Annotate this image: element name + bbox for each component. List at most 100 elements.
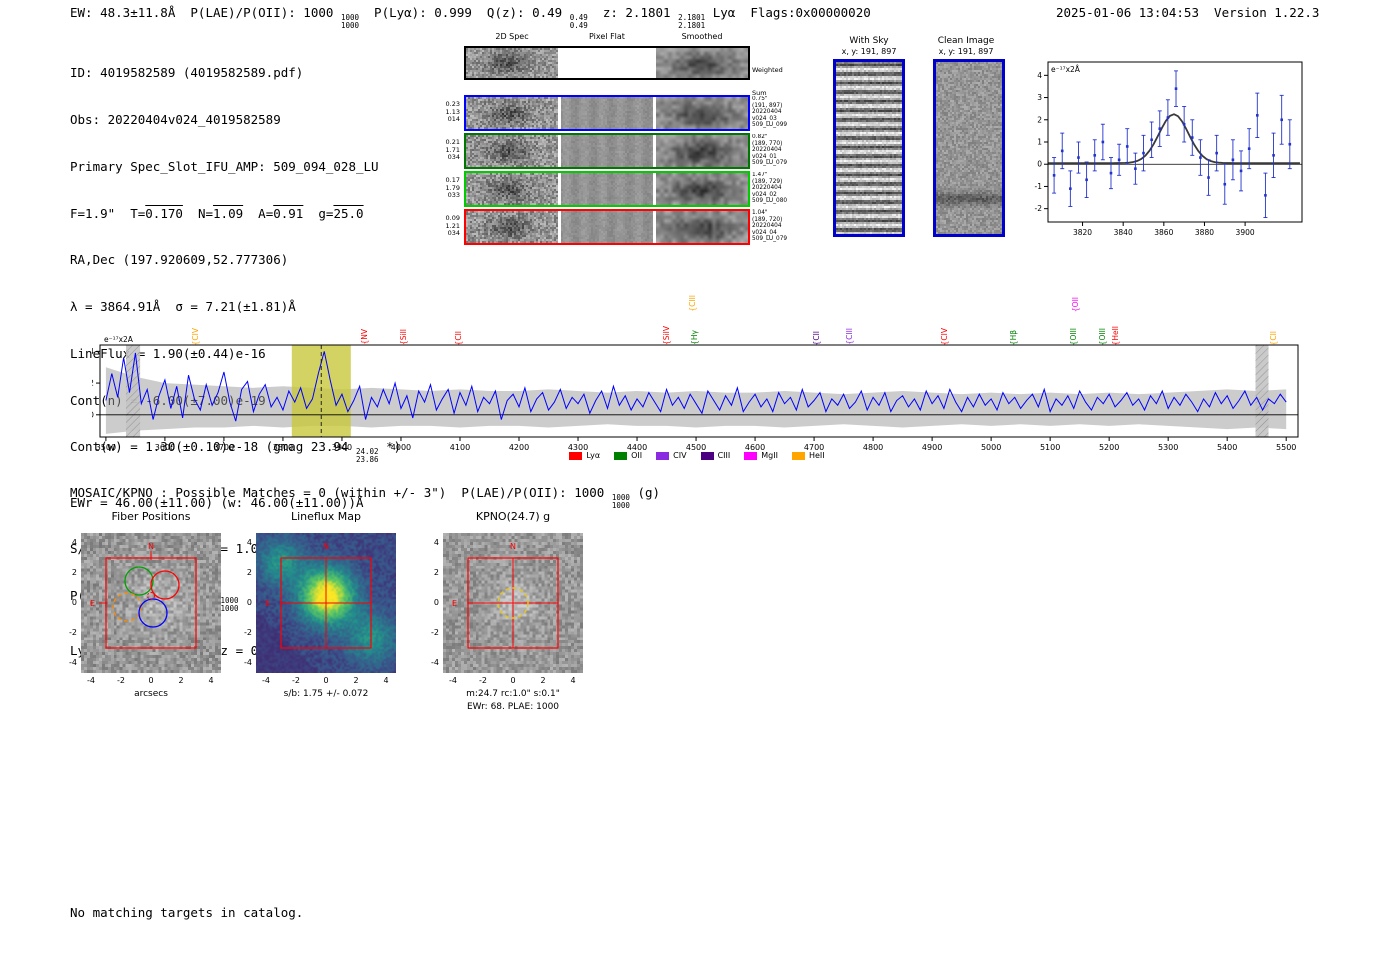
full-spectrum-plot: 3500 3600 3700 3800 3900 4000 4100 4200 4300 4400…	[92, 336, 1299, 452]
z-fraction: 2.1801 2.1801	[678, 13, 706, 30]
spec2d-row-left-stats: 0.09 1.21 034	[445, 214, 460, 237]
spec2d-pixelflat-image	[561, 97, 653, 129]
x-axis-tick-label: 4500	[686, 443, 706, 452]
data-point	[1239, 169, 1243, 173]
flux-units-annotation: e⁻¹⁷x2Å	[104, 336, 134, 344]
withsky-xy: x, y: 191, 897	[841, 47, 897, 56]
spec2d-col-header-pixelflat: Pixel Flat	[589, 32, 625, 41]
lineflux-map-overlay: N E	[265, 542, 372, 649]
x-axis-tick-label: 3860	[1154, 228, 1173, 237]
spec2d-pixelflat-image	[561, 211, 653, 243]
y-axis-tick-label: 3	[1037, 93, 1042, 102]
data-point	[1288, 142, 1292, 146]
cutout-x-tick-label: -2	[479, 676, 487, 685]
kpno-title: KPNO(24.7) g	[475, 510, 551, 523]
spec2d-pixelflat-image	[561, 135, 653, 167]
header-datetime-version: 2025-01-06 13:04:53 Version 1.22.3	[1056, 5, 1320, 20]
data-point	[1117, 158, 1121, 162]
legend-item: MgII	[744, 451, 778, 460]
data-point	[1199, 156, 1202, 159]
data-point	[1182, 122, 1186, 126]
emission-line-label: {Hγ	[690, 330, 700, 345]
clean-image	[936, 62, 1002, 234]
spec2d-smoothed-image	[656, 211, 748, 243]
legend-swatch	[700, 451, 714, 460]
data-point	[1109, 171, 1113, 175]
spec2d-row-left-stats: 0.17 1.79 033	[445, 176, 460, 199]
detection-center-circle	[147, 592, 155, 600]
spec2d-weighted-blank	[561, 48, 653, 78]
footer-no-match: No matching targets in catalog.	[70, 905, 304, 921]
cutout-x-tick-label: 2	[178, 676, 184, 685]
cutout-x-tick-label: 4	[570, 676, 576, 685]
compass-east-label: E	[90, 599, 95, 608]
legend-label: CIV	[673, 451, 687, 460]
cutout-y-tick-label: -2	[69, 628, 77, 637]
legend-item: CIV	[656, 451, 687, 460]
withsky-image	[836, 62, 902, 234]
gaussian-fit-curve	[1048, 113, 1300, 165]
emission-line-label: {CIII	[687, 295, 697, 312]
legend-item: HeII	[791, 451, 825, 460]
info-id: ID: 4019582589 (4019582589.pdf)	[70, 65, 304, 81]
x-axis-tick-label: 3600	[155, 443, 175, 452]
cutout-x-tick-label: 4	[383, 676, 389, 685]
cutout-y-tick-label: -4	[431, 658, 439, 667]
emission-line-label: {CII	[812, 330, 822, 345]
cutout-x-tick-label: 0	[148, 676, 154, 685]
compass-north-label: N	[148, 542, 154, 551]
header-summary: EW: 48.3±11.8Å P(LAE)/P(OII): 1000 1000 1…	[70, 5, 871, 30]
cutout-x-tick-label: -4	[87, 676, 95, 685]
y-axis-tick-label: 4	[1037, 71, 1042, 80]
data-point	[1264, 194, 1267, 197]
x-axis-tick-label: 5100	[1040, 443, 1060, 452]
spec2d-fiber-row	[464, 133, 750, 169]
legend-swatch	[744, 451, 758, 460]
cutout-x-tick-label: -2	[117, 676, 125, 685]
line-fit-plot: 3820 3840 3860 3880 3900 -2 -1 0 1 2 3 4 e⁻¹⁷x2Å	[1035, 61, 1303, 237]
data-point	[1060, 149, 1064, 153]
withsky-image-frame	[833, 59, 905, 237]
spec2d-row-fiber-id: 1.04" (189, 720) 20220404 v024_04 509_LU_079	[752, 210, 788, 243]
spec2d-fiber-row	[464, 209, 750, 245]
data-point	[1207, 176, 1210, 179]
legend-label: CIII	[717, 451, 731, 460]
spec2d-weighted-label: Weighted Sum	[752, 66, 783, 97]
data-point	[1223, 182, 1227, 186]
x-axis-tick-label: 4400	[627, 443, 647, 452]
cutout-y-tick-label: 0	[71, 598, 77, 607]
info-obs: Obs: 20220404v024_4019582589	[70, 111, 281, 127]
x-axis-tick-label: 4100	[450, 443, 470, 452]
clean-image-frame	[933, 59, 1005, 237]
cutout-x-tick-label: 2	[540, 676, 546, 685]
clean-xy: x, y: 191, 897	[938, 47, 994, 56]
emission-line-label: {CII	[453, 330, 463, 345]
x-axis-tick-label: 3500	[96, 443, 116, 452]
data-point	[1272, 154, 1275, 157]
legend-swatch	[656, 451, 670, 460]
data-point	[1215, 151, 1218, 155]
spec2d-weighted-2d-image	[466, 48, 558, 78]
fiber-circle-orange	[112, 592, 142, 622]
legend-item: Lyα	[569, 451, 600, 460]
plae-fraction-3: 1000 1000	[611, 493, 630, 510]
x-axis-tick-label: 4300	[568, 443, 588, 452]
x-axis-tick-label: 3880	[1195, 228, 1214, 237]
spec2d-pixelflat-image	[561, 173, 653, 205]
fiber-circle-blue	[138, 598, 168, 628]
legend-label: HeII	[808, 451, 825, 460]
y-axis-tick-label: 2	[92, 379, 94, 388]
legend-label: OII	[631, 451, 643, 460]
cutout-x-tick-label: -4	[449, 676, 457, 685]
data-point	[1247, 147, 1251, 150]
y-axis-tick-label: 4	[92, 347, 94, 356]
spec2d-2d-image	[466, 211, 558, 243]
y-axis-tick-label: 0	[92, 410, 94, 419]
x-axis-tick-label: 3900	[332, 443, 352, 452]
plae-fraction: 1000 1000	[340, 13, 359, 30]
emission-line-label: {OIII	[1068, 327, 1078, 345]
compass-east-label: E	[265, 599, 270, 608]
emission-line-label: {SiII	[399, 328, 409, 345]
data-point	[1166, 116, 1170, 119]
x-axis-tick-label: 4200	[509, 443, 529, 452]
